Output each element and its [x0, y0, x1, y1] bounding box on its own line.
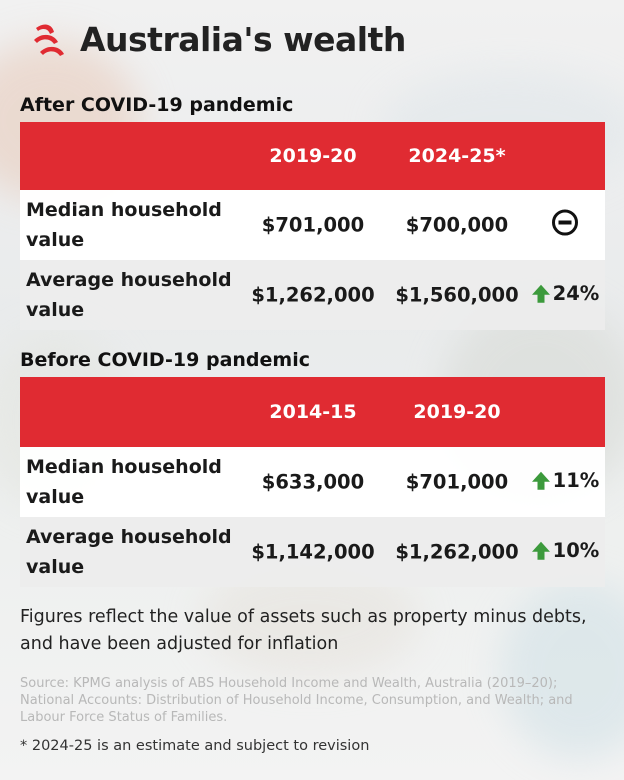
arrow-up-icon — [531, 471, 550, 490]
table-row: Median household value $633,000 $701,000… — [20, 447, 605, 517]
value-cell: $1,262,000 — [251, 283, 375, 307]
column-header: 2024-25* — [408, 145, 506, 167]
header: Australia's wealth — [30, 14, 406, 64]
change-cell — [525, 208, 605, 243]
table-before-covid: 2014-15 2019-20 Median household value $… — [20, 377, 605, 587]
row-label: Median household value — [26, 456, 222, 508]
change-cell: 24% — [525, 282, 605, 309]
column-header: 2014-15 — [269, 401, 357, 423]
sbs-logo-icon — [34, 24, 64, 56]
table-header: 2014-15 2019-20 — [20, 377, 605, 447]
table-header: 2019-20 2024-25* — [20, 122, 605, 190]
page-title: Australia's wealth — [80, 19, 406, 59]
arrow-up-icon — [531, 541, 550, 560]
change-value: 24% — [552, 281, 600, 305]
value-cell: $701,000 — [261, 213, 365, 237]
value-cell: $700,000 — [405, 213, 509, 237]
footnote-main: Figures reflect the value of assets such… — [20, 607, 587, 654]
table-row: Median household value $701,000 $700,000 — [20, 190, 605, 260]
minus-circle-icon — [552, 209, 578, 236]
change-cell: 11% — [525, 469, 605, 496]
column-header: 2019-20 — [413, 401, 501, 423]
change-value: 11% — [552, 468, 600, 492]
row-label: Average household value — [26, 269, 232, 321]
value-cell: $1,262,000 — [395, 540, 519, 564]
value-cell: $1,142,000 — [251, 540, 375, 564]
row-label: Average household value — [26, 526, 232, 578]
section-title-after: After COVID-19 pandemic — [20, 94, 294, 116]
column-header: 2019-20 — [269, 145, 357, 167]
change-value: 10% — [552, 538, 600, 562]
value-cell: $701,000 — [405, 470, 509, 494]
row-label: Median household value — [26, 199, 222, 251]
value-cell: $1,560,000 — [395, 283, 519, 307]
estimate-note: * 2024-25 is an estimate and subject to … — [20, 738, 370, 754]
section-title-before: Before COVID-19 pandemic — [20, 349, 310, 371]
arrow-up-icon — [531, 284, 550, 303]
table-row: Average household value $1,142,000 $1,26… — [20, 517, 605, 587]
table-after-covid: 2019-20 2024-25* Median household value … — [20, 122, 605, 330]
value-cell: $633,000 — [261, 470, 365, 494]
source-note: Source: KPMG analysis of ABS Household I… — [20, 676, 573, 725]
change-cell: 10% — [525, 539, 605, 566]
table-row: Average household value $1,262,000 $1,56… — [20, 260, 605, 330]
